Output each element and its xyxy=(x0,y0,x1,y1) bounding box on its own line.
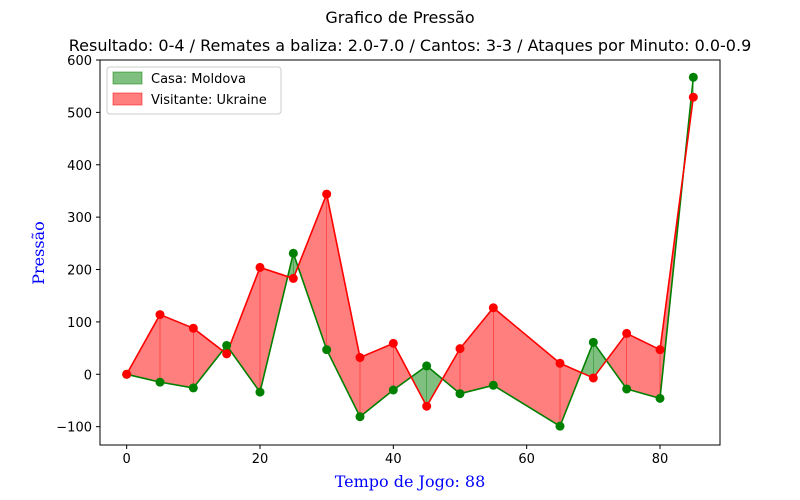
data-point-home xyxy=(488,380,498,390)
legend-box xyxy=(106,66,282,115)
data-point-away xyxy=(422,401,432,411)
data-point-away xyxy=(655,345,665,355)
fill-area xyxy=(593,341,607,379)
x-tick-label: 80 xyxy=(652,452,669,467)
data-point-away xyxy=(488,303,498,313)
fill-area xyxy=(297,194,327,350)
data-point-home xyxy=(622,384,632,394)
fill-area xyxy=(359,343,394,418)
y-axis-label: Pressão xyxy=(29,221,48,284)
fill-area xyxy=(606,332,627,390)
chart-subtitle: Resultado: 0-4 / Remates a baliza: 2.0-7… xyxy=(69,36,752,55)
data-point-away xyxy=(588,373,598,383)
chart-title: Grafico de Pressão xyxy=(325,8,474,27)
y-tick-label: 0 xyxy=(84,368,92,383)
data-point-home xyxy=(455,389,465,399)
fill-area xyxy=(493,307,561,427)
series-lines xyxy=(125,77,695,427)
data-point-home xyxy=(155,377,165,387)
y-tick-label: 200 xyxy=(67,264,92,279)
y-axis-ticks: −100 0 100 200 300 400 500 600 xyxy=(56,54,100,436)
data-point-home xyxy=(355,412,365,422)
x-tick-label: 40 xyxy=(385,452,402,467)
data-point-home xyxy=(188,383,198,393)
data-point-home xyxy=(688,72,698,82)
data-point-home xyxy=(322,345,332,355)
legend: Casa: Moldova Visitante: Ukraine xyxy=(106,66,282,115)
data-point-home xyxy=(422,361,432,371)
fill-area xyxy=(626,333,661,399)
series-points xyxy=(122,72,698,431)
legend-swatch-home xyxy=(112,71,143,85)
x-tick-label: 0 xyxy=(123,452,131,467)
fill-areas xyxy=(126,77,694,427)
legend-label-home: Casa: Moldova xyxy=(151,72,246,87)
y-tick-label: −100 xyxy=(56,421,92,436)
data-point-away xyxy=(688,92,698,102)
data-point-home xyxy=(222,340,232,350)
data-point-away xyxy=(122,369,132,379)
y-tick-label: 600 xyxy=(67,54,92,69)
x-axis-label: Tempo de Jogo: 88 xyxy=(335,472,486,491)
y-tick-label: 400 xyxy=(67,159,92,174)
data-point-home xyxy=(388,385,398,395)
x-tick-label: 60 xyxy=(518,452,535,467)
data-point-home xyxy=(588,337,598,347)
data-point-away xyxy=(388,338,398,348)
y-tick-label: 500 xyxy=(67,106,92,121)
data-point-away xyxy=(288,273,298,283)
data-point-away xyxy=(155,310,165,320)
fill-area xyxy=(228,267,261,393)
fill-area xyxy=(459,307,494,394)
legend-swatch-away xyxy=(112,92,143,106)
data-point-away xyxy=(622,328,632,338)
legend-label-away: Visitante: Ukraine xyxy=(151,93,267,108)
data-point-away xyxy=(322,189,332,199)
x-axis-ticks: 0 20 40 60 80 xyxy=(123,445,669,467)
fill-area xyxy=(193,327,223,389)
data-point-home xyxy=(555,421,565,431)
data-point-away xyxy=(355,353,365,363)
data-point-home xyxy=(288,248,298,258)
x-tick-label: 20 xyxy=(252,452,269,467)
data-point-away xyxy=(455,344,465,354)
data-point-home xyxy=(255,387,265,397)
data-point-away xyxy=(188,323,198,333)
data-point-away xyxy=(222,349,232,359)
data-point-away xyxy=(255,262,265,272)
data-point-away xyxy=(555,358,565,368)
plot-frame xyxy=(99,59,721,446)
data-point-home xyxy=(655,393,665,403)
y-tick-label: 100 xyxy=(67,316,92,331)
y-tick-label: 300 xyxy=(67,211,92,226)
